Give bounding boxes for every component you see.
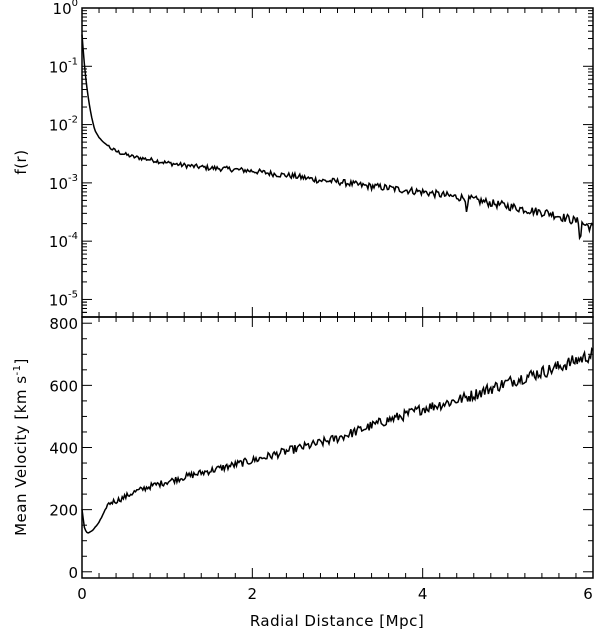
x-tick-label: 4	[418, 585, 428, 603]
bottom-y-tick-label: 800	[49, 315, 78, 333]
bottom-y-tick-label: 200	[49, 502, 78, 520]
bottom-y-tick-label: 400	[49, 440, 78, 458]
bottom-y-tick-label: 600	[49, 377, 78, 395]
top-y-tick-label: 100	[53, 0, 78, 18]
bottom-y-tick-label: 0	[68, 564, 78, 582]
x-tick-label: 6	[583, 585, 593, 603]
bottom-y-label: Mean Velocity [km s-1]	[12, 358, 30, 536]
bottom-panel: 0 2 4 6 0 200 400 600 800 Mean Velocity [km s-1]…	[12, 315, 594, 630]
x-tick-label: 0	[77, 585, 87, 603]
bottom-series-line	[81, 346, 594, 534]
top-series-line	[81, 34, 594, 241]
top-panel: 100 10-1 10-2 10-3 10-4 10-5 f(r)	[12, 0, 594, 318]
x-tick-label: 2	[248, 585, 258, 603]
bottom-plot-frame	[81, 316, 594, 579]
top-y-tick-label: 10-4	[49, 231, 78, 251]
top-ticks: 100 10-1 10-2 10-3 10-4 10-5	[49, 0, 594, 318]
top-y-tick-label: 10-2	[49, 115, 78, 135]
top-y-tick-label: 10-5	[49, 289, 78, 309]
top-y-tick-label: 10-3	[49, 173, 78, 193]
top-y-label: f(r)	[12, 149, 30, 174]
x-axis-label: Radial Distance [Mpc]	[250, 612, 424, 630]
top-y-tick-label: 10-1	[49, 56, 78, 76]
bottom-ticks: 0 2 4 6 0 200 400 600 800	[49, 315, 594, 603]
